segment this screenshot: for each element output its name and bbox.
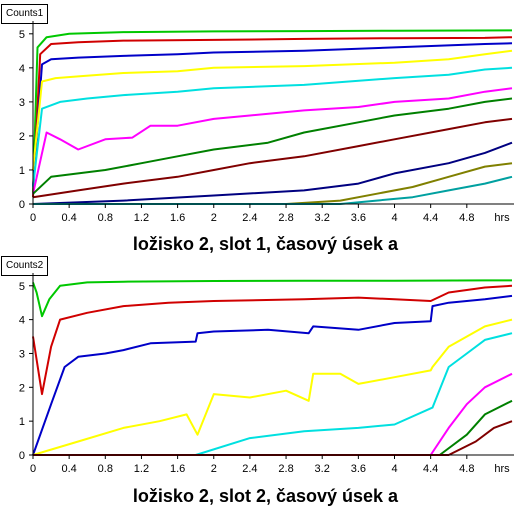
series-line-3 — [32, 294, 513, 456]
x-tick-label: 0 — [30, 212, 36, 224]
series-line-7 — [32, 97, 513, 195]
x-tick-label: 2.4 — [242, 212, 257, 224]
series-line-1 — [32, 279, 512, 318]
x-tick-label: 3.2 — [315, 463, 330, 475]
x-tick-label: 1.2 — [134, 212, 149, 224]
x-tick-label: 0.8 — [98, 463, 113, 475]
y-tick-label: 0 — [19, 450, 25, 462]
chart-panel-1: Counts1 0 1 2 3 4 5 0 0.4 0.8 1.2 1.6 2 2.4 2.8 3.2 3.6… — [0, 0, 531, 258]
y-tick-label: 1 — [19, 165, 25, 177]
series-line-4 — [32, 49, 513, 171]
series-line-8 — [32, 117, 513, 199]
plot-area — [33, 25, 512, 204]
series-line-5 — [32, 66, 513, 188]
series-line-4 — [32, 318, 513, 456]
y-tick-label: 4 — [19, 63, 25, 75]
x-tick-label: 2.8 — [278, 212, 293, 224]
x-tick-label: 1.6 — [170, 463, 185, 475]
x-tick-label: 4 — [391, 463, 397, 475]
y-tick-label: 5 — [19, 281, 25, 293]
series-line-2 — [32, 284, 513, 396]
x-axis-unit: hrs — [494, 463, 510, 475]
x-tick-label: 0.4 — [62, 463, 77, 475]
y-tick-label: 4 — [19, 315, 25, 327]
chart-2: 0 1 2 3 4 5 0 0.4 0.8 1.2 1.6 2 2.4 2.8 3.2 3.6 4 4.4 4.8 h… — [19, 273, 514, 475]
series-line-9 — [32, 141, 513, 205]
x-tick-label: 4.8 — [459, 463, 474, 475]
chart-panel-2: Counts2 0 1 2 3 4 5 0 0.4 0.8 1.2 1.6 2 2.4 2.8 3.2 3.6… — [0, 256, 531, 520]
x-tick-label: 4 — [391, 212, 397, 224]
x-tick-label: 2.4 — [242, 463, 257, 475]
y-tick-label: 2 — [19, 382, 25, 394]
x-tick-label: 3.6 — [351, 212, 366, 224]
x-tick-label: 4.4 — [423, 212, 438, 224]
x-tick-label: 0.4 — [62, 212, 77, 224]
x-tick-label: 2.8 — [278, 463, 293, 475]
counts2-label: Counts2 — [1, 256, 49, 276]
chart-1: 0 1 2 3 4 5 0 0.4 0.8 1.2 1.6 2 2.4 2.8 3.2 3.6 4 4.4 4.8 h… — [19, 21, 514, 224]
series-line-3 — [32, 42, 513, 188]
chart-2-caption: ložisko 2, slot 2, časový úsek a — [132, 486, 399, 506]
x-tick-label: 2 — [211, 212, 217, 224]
x-tick-label: 1.2 — [134, 463, 149, 475]
series-line-6 — [32, 87, 513, 195]
x-tick-label: 1.6 — [170, 212, 185, 224]
y-tick-label: 5 — [19, 29, 25, 41]
counts1-label: Counts1 — [1, 4, 49, 24]
x-tick-label: 4.4 — [423, 463, 438, 475]
series-line-1 — [32, 29, 513, 194]
y-tick-label: 3 — [19, 97, 25, 109]
series-line-2 — [32, 36, 513, 198]
x-axis-unit: hrs — [494, 212, 510, 224]
series-line-5 — [33, 332, 513, 456]
y-tick-label: 3 — [19, 348, 25, 360]
y-tick-label: 2 — [19, 131, 25, 143]
y-tick-label: 1 — [19, 416, 25, 428]
x-tick-label: 3.2 — [315, 212, 330, 224]
x-tick-label: 0.8 — [98, 212, 113, 224]
x-tick-label: 3.6 — [351, 463, 366, 475]
x-tick-label: 0 — [30, 463, 36, 475]
chart-1-caption: ložisko 2, slot 1, časový úsek a — [132, 234, 399, 254]
y-tick-label: 0 — [19, 199, 25, 211]
x-tick-label: 2 — [211, 463, 217, 475]
x-tick-label: 4.8 — [459, 212, 474, 224]
